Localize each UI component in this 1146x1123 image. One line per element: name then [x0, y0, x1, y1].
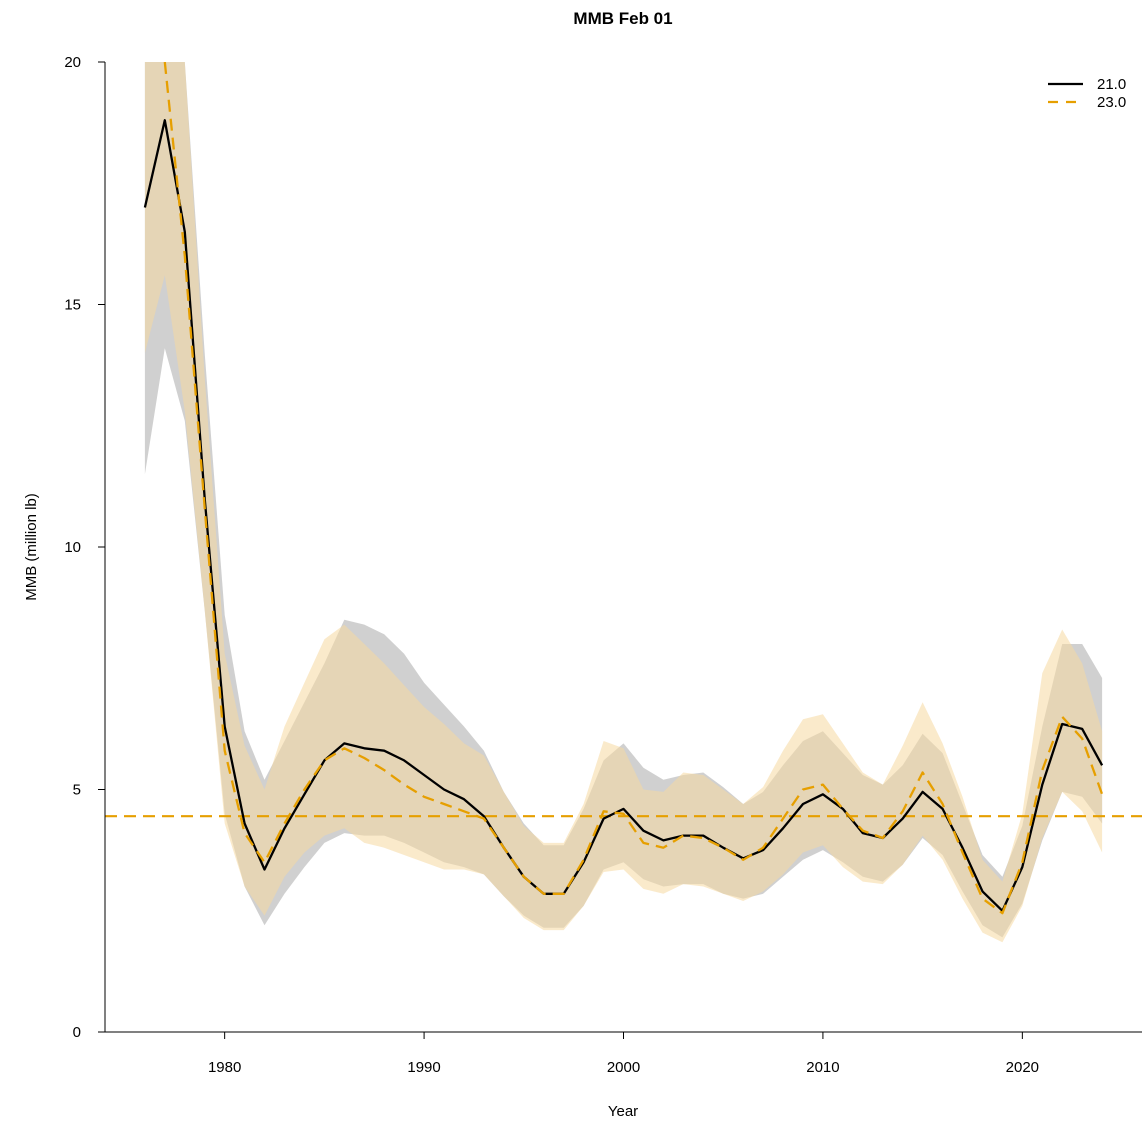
y-tick-label: 10	[64, 539, 81, 556]
series-line-2	[163, 62, 1104, 915]
x-tick-label: 1980	[208, 1059, 241, 1076]
x-tick-label: 2000	[607, 1059, 640, 1076]
x-tick-label: 1990	[407, 1059, 440, 1076]
y-tick-label: 5	[73, 782, 81, 799]
series-line-1	[143, 119, 1104, 912]
chart-title: MMB Feb 01	[573, 9, 672, 28]
legend: 21.023.0	[1048, 76, 1126, 111]
x-tick-label: 2010	[806, 1059, 839, 1076]
confidence-bands	[144, 62, 1103, 943]
y-tick-label: 0	[73, 1024, 81, 1041]
y-axis-title: MMB (million lb)	[23, 493, 40, 601]
x-tick-label: 2020	[1006, 1059, 1039, 1076]
y-axis-ticks: 0 5 10 15 20	[64, 54, 105, 1041]
series-lines	[143, 62, 1104, 915]
y-tick-label: 20	[64, 54, 81, 71]
x-axis-ticks: 1980 1990 2000 2010 2020	[208, 1032, 1039, 1076]
confidence-band-2	[144, 62, 1103, 943]
y-tick-label: 15	[64, 297, 81, 314]
legend-label-1: 21.0	[1097, 76, 1126, 93]
x-axis-title: Year	[608, 1103, 638, 1120]
legend-label-2: 23.0	[1097, 94, 1126, 111]
